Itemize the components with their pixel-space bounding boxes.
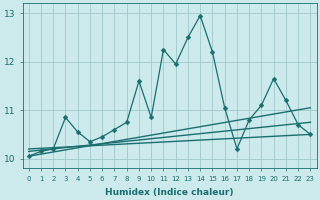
X-axis label: Humidex (Indice chaleur): Humidex (Indice chaleur)	[105, 188, 234, 197]
